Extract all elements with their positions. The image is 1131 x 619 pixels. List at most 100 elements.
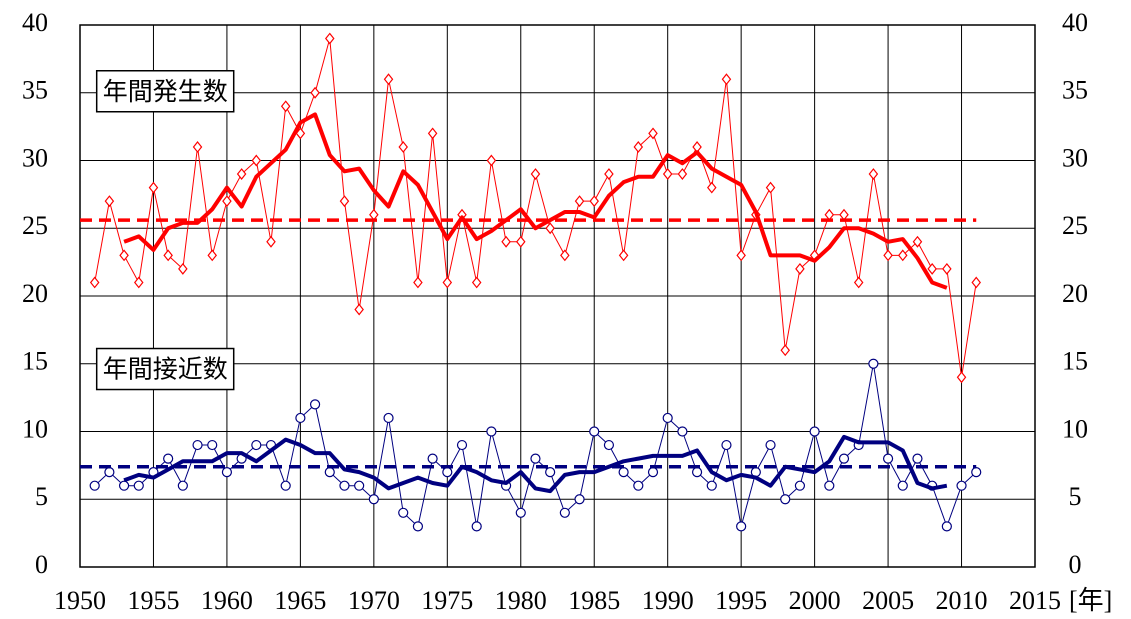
x-tick-label: 1970 bbox=[348, 586, 400, 615]
point bbox=[824, 208, 835, 221]
point bbox=[633, 140, 644, 153]
point bbox=[398, 140, 408, 153]
annotation: 年間発生数 bbox=[103, 77, 228, 106]
point bbox=[721, 439, 732, 451]
y2-tick-label: 15 bbox=[1062, 347, 1088, 376]
y2-tick-label: 0 bbox=[1069, 550, 1082, 579]
point bbox=[897, 480, 908, 491]
point bbox=[251, 439, 262, 451]
point bbox=[89, 480, 100, 491]
point bbox=[354, 480, 365, 491]
y-tick-label: 5 bbox=[35, 482, 48, 511]
point bbox=[530, 453, 541, 464]
point bbox=[956, 480, 967, 491]
point bbox=[486, 154, 497, 167]
x-tick-label: 2005 bbox=[862, 586, 914, 615]
point bbox=[662, 412, 673, 424]
point bbox=[648, 127, 658, 140]
point bbox=[280, 100, 291, 113]
point bbox=[295, 412, 306, 424]
point bbox=[280, 480, 291, 491]
point bbox=[604, 168, 614, 181]
point bbox=[941, 521, 952, 532]
point bbox=[721, 73, 732, 86]
point bbox=[780, 344, 790, 357]
point bbox=[368, 494, 379, 505]
point bbox=[691, 467, 703, 478]
point bbox=[471, 276, 482, 289]
y2-tick-label: 35 bbox=[1062, 76, 1088, 105]
point bbox=[325, 32, 335, 45]
x-tick-label: 1950 bbox=[54, 586, 106, 615]
y2-tick-label: 40 bbox=[1062, 8, 1088, 37]
series-line bbox=[123, 434, 948, 494]
point bbox=[809, 426, 820, 437]
y-tick-label: 10 bbox=[22, 414, 48, 443]
point bbox=[178, 262, 188, 275]
point bbox=[560, 249, 570, 262]
point bbox=[736, 249, 746, 262]
annotation-box bbox=[95, 70, 235, 113]
point bbox=[515, 507, 526, 518]
y-tick-label: 35 bbox=[22, 76, 48, 105]
annotation: 年間接近数 bbox=[103, 355, 228, 384]
point bbox=[456, 439, 468, 451]
point bbox=[589, 426, 600, 437]
point bbox=[647, 467, 659, 478]
series-line bbox=[123, 112, 948, 290]
point bbox=[442, 467, 453, 478]
point bbox=[765, 439, 776, 451]
point bbox=[471, 521, 482, 532]
point bbox=[882, 453, 894, 464]
point bbox=[824, 480, 835, 491]
point bbox=[163, 453, 174, 464]
point bbox=[853, 276, 864, 289]
annotation-box bbox=[95, 347, 235, 391]
y2-tick-label: 20 bbox=[1062, 279, 1088, 308]
x-tick-label: 1995 bbox=[715, 586, 767, 615]
point bbox=[868, 358, 879, 369]
x-tick-label: 2000 bbox=[789, 586, 841, 615]
point bbox=[898, 249, 908, 262]
x-tick-label: 2010 bbox=[936, 586, 988, 615]
point bbox=[618, 467, 629, 478]
point bbox=[912, 235, 923, 248]
point bbox=[633, 480, 644, 491]
point bbox=[883, 249, 893, 262]
y-tick-label: 25 bbox=[22, 211, 48, 240]
point bbox=[383, 73, 394, 86]
point bbox=[677, 168, 688, 181]
point bbox=[707, 181, 717, 194]
point bbox=[677, 426, 688, 437]
point bbox=[266, 235, 276, 248]
point bbox=[956, 371, 967, 384]
point bbox=[795, 262, 805, 275]
y-tick-label: 0 bbox=[35, 550, 48, 579]
point bbox=[545, 222, 555, 235]
x-tick-label: 2015 bbox=[1009, 586, 1061, 615]
point bbox=[530, 168, 541, 181]
point bbox=[118, 480, 130, 491]
point bbox=[339, 195, 350, 208]
point bbox=[207, 439, 218, 451]
point bbox=[794, 480, 806, 491]
point bbox=[427, 453, 438, 464]
point bbox=[163, 249, 173, 262]
x-tick-label: 1960 bbox=[201, 586, 253, 615]
y2-tick-label: 25 bbox=[1062, 211, 1088, 240]
point bbox=[192, 140, 203, 153]
point bbox=[133, 480, 144, 491]
x-axis-label: [年] bbox=[1069, 586, 1112, 615]
point bbox=[177, 480, 188, 491]
point bbox=[119, 249, 129, 262]
point bbox=[295, 127, 306, 140]
point bbox=[134, 276, 144, 289]
point bbox=[442, 276, 453, 289]
point bbox=[104, 467, 115, 478]
point bbox=[603, 439, 615, 451]
point bbox=[501, 235, 511, 248]
y-tick-label: 20 bbox=[22, 279, 48, 308]
plot-border bbox=[79, 24, 1036, 568]
point bbox=[207, 249, 217, 262]
